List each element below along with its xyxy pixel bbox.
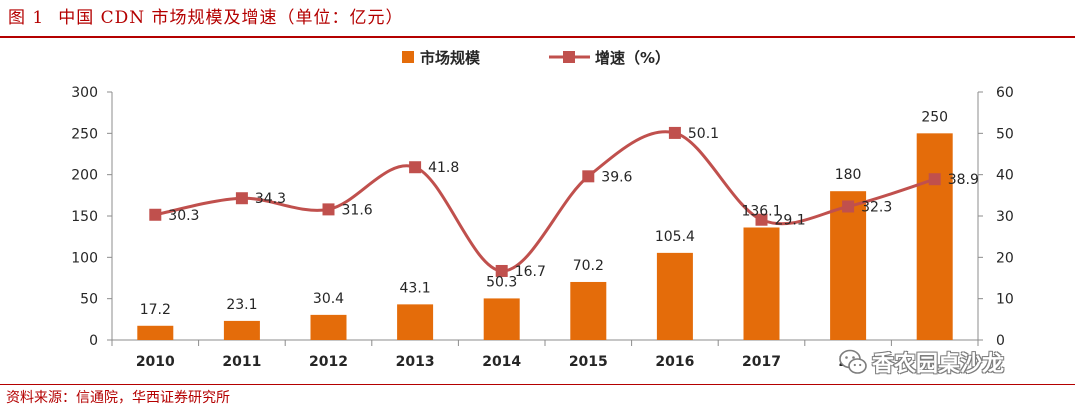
y-right-tick-label: 20 [996,250,1014,266]
bar [916,133,953,340]
figure-number: 图 1 [8,8,45,28]
bar-data-label: 136.1 [741,203,781,219]
watermark: 香农园桌沙龙 [838,345,1004,379]
x-tick-label: 2013 [396,354,435,370]
y-left-tick-label: 300 [71,85,98,101]
figure-title: 图 1 中国 CDN 市场规模及增速（单位：亿元） [8,3,404,28]
x-tick-label: 2017 [742,354,781,370]
legend-swatch-marker [563,51,575,63]
y-right-tick-label: 10 [996,292,1014,308]
source-note: 资料来源：信通院，华西证券研究所 [6,390,230,406]
bar-data-label: 250 [921,109,948,125]
y-left-tick-label: 0 [89,333,98,349]
line-data-label: 34.3 [255,191,286,207]
bar [570,281,607,340]
y-left-tick-label: 150 [71,209,98,225]
bar-data-label: 70.2 [573,258,604,274]
line-marker [842,200,855,213]
x-tick-label: 2012 [309,354,348,370]
bar [483,298,520,340]
line-data-label: 39.6 [601,169,632,185]
line-data-label: 50.1 [688,126,719,142]
y-left-tick-label: 250 [71,126,98,142]
legend-swatch-bar [402,51,414,63]
figure-title-text: 中国 CDN 市场规模及增速（单位：亿元） [58,8,404,28]
line-marker [149,208,162,221]
bottom-divider [0,384,1075,385]
bar-data-label: 23.1 [226,297,257,313]
line-marker [582,170,595,183]
line-marker [495,264,508,277]
y-right-tick-label: 40 [996,168,1014,184]
y-right-tick-label: 50 [996,126,1014,142]
bar-data-label: 105.4 [655,229,695,245]
line-marker [322,203,335,216]
bar-series [137,133,953,340]
x-tick-label: 2011 [222,354,261,370]
axes: 0 50 100 150 200 250 300 0 10 20 30 40 50 60 2010 2011 2… [71,85,1014,370]
line-series [149,126,941,277]
line-data-label: 32.3 [861,199,892,215]
legend: 市场规模 增速（%） [402,49,670,67]
legend-label-line: 增速（%） [595,49,670,67]
y-right-tick-label: 30 [996,209,1014,225]
top-divider [0,36,1075,38]
bar-data-label: 43.1 [400,280,431,296]
bar-data-label: 30.4 [313,291,344,307]
x-tick-label: 2016 [655,354,694,370]
x-tick-label: 2014 [482,354,521,370]
growth-line [155,130,936,273]
bar [830,191,867,340]
line-data-label: 29.1 [775,213,806,229]
data-labels: 17.2 23.1 30.4 43.1 50.3 70.2 105.4 136.1 180 250… [140,109,979,317]
line-data-label: 30.3 [168,208,199,224]
line-data-label: 31.6 [342,202,373,218]
bar [397,304,434,340]
line-marker [928,173,941,186]
line-marker [409,161,422,174]
line-data-label: 16.7 [515,264,546,280]
line-marker [668,126,681,139]
bar [656,252,693,340]
bar-data-label: 180 [835,167,862,183]
legend-label-bar: 市场规模 [420,49,481,67]
bar-data-label: 17.2 [140,302,171,318]
watermark-text: 香农园桌沙龙 [872,352,1005,377]
bar-data-label: 50.3 [486,274,517,290]
y-left-tick-label: 200 [71,168,98,184]
line-marker [755,213,768,226]
bar [310,314,347,340]
y-right-tick-label: 0 [996,333,1005,349]
line-marker [235,192,248,205]
bar [137,325,174,340]
x-tick-label: 2015 [569,354,608,370]
bar [223,320,260,340]
y-left-tick-label: 50 [80,292,98,308]
line-data-label: 41.8 [428,160,459,176]
wechat-icon [839,349,867,374]
y-left-tick-label: 100 [71,250,98,266]
y-right-tick-label: 60 [996,85,1014,101]
x-tick-label: 2010 [136,354,175,370]
bar [743,227,780,340]
line-data-label: 38.9 [948,172,979,188]
